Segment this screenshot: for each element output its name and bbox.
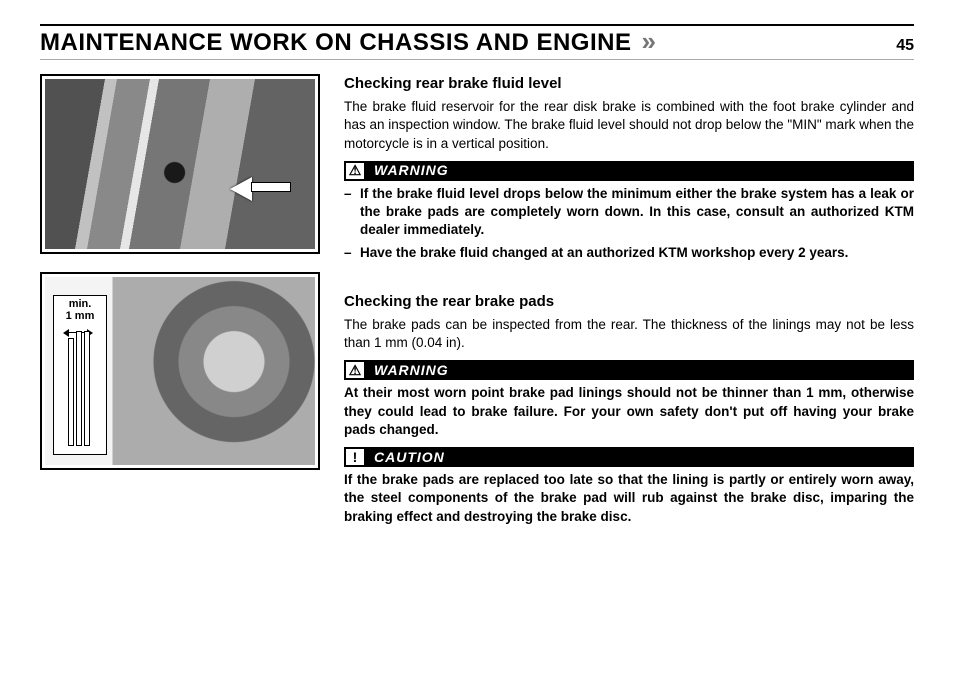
caution-exclaim-icon: ! — [344, 447, 366, 467]
warning-1-item: Have the brake fluid changed at an autho… — [344, 244, 914, 262]
text-column: Checking rear brake fluid level The brak… — [344, 74, 914, 534]
figure-1-brake-reservoir — [45, 79, 315, 249]
warning-bar-1: ⚠ WARNING — [344, 161, 914, 181]
figure-2-brake-pads: min. 1 mm — [45, 277, 315, 465]
overlay-line1: min. — [69, 298, 92, 310]
warning-label-1: WARNING — [366, 161, 449, 180]
chapter-title: MAINTENANCE WORK ON CHASSIS AND ENGINE » — [40, 26, 650, 57]
overlay-line2: 1 mm — [66, 310, 95, 322]
min-thickness-label: min. 1 mm — [60, 298, 100, 322]
page-content: min. 1 mm Checking rear brake fluid leve… — [40, 74, 914, 534]
warning-label-2: WARNING — [366, 361, 449, 380]
figure-1-frame — [40, 74, 320, 254]
section-1-title: Checking rear brake fluid level — [344, 74, 914, 94]
min-thickness-callout: min. 1 mm — [53, 295, 107, 455]
page-header: MAINTENANCE WORK ON CHASSIS AND ENGINE »… — [40, 26, 914, 60]
image-column: min. 1 mm — [40, 74, 320, 534]
section-2-title: Checking the rear brake pads — [344, 292, 914, 312]
section-2-body: The brake pads can be inspected from the… — [344, 316, 914, 352]
warning-1-list: If the brake fluid level drops below the… — [344, 185, 914, 262]
page-number: 45 — [896, 37, 914, 55]
caution-text: If the brake pads are replaced too late … — [344, 471, 914, 526]
caution-bar: ! CAUTION — [344, 447, 914, 467]
chapter-title-text: MAINTENANCE WORK ON CHASSIS AND ENGINE — [40, 29, 631, 57]
warning-2-text: At their most worn point brake pad linin… — [344, 384, 914, 439]
pad-thickness-diagram — [60, 326, 100, 446]
pointer-arrow-icon — [230, 177, 252, 201]
chevron-icon: » — [641, 26, 649, 57]
figure-2-frame: min. 1 mm — [40, 272, 320, 470]
warning-bar-2: ⚠ WARNING — [344, 360, 914, 380]
warning-1-item: If the brake fluid level drops below the… — [344, 185, 914, 240]
warning-triangle-icon: ⚠ — [344, 161, 366, 181]
pointer-arrow-stem — [251, 182, 291, 192]
section-1-body: The brake fluid reservoir for the rear d… — [344, 98, 914, 153]
warning-triangle-icon: ⚠ — [344, 360, 366, 380]
caution-label: CAUTION — [366, 448, 445, 467]
